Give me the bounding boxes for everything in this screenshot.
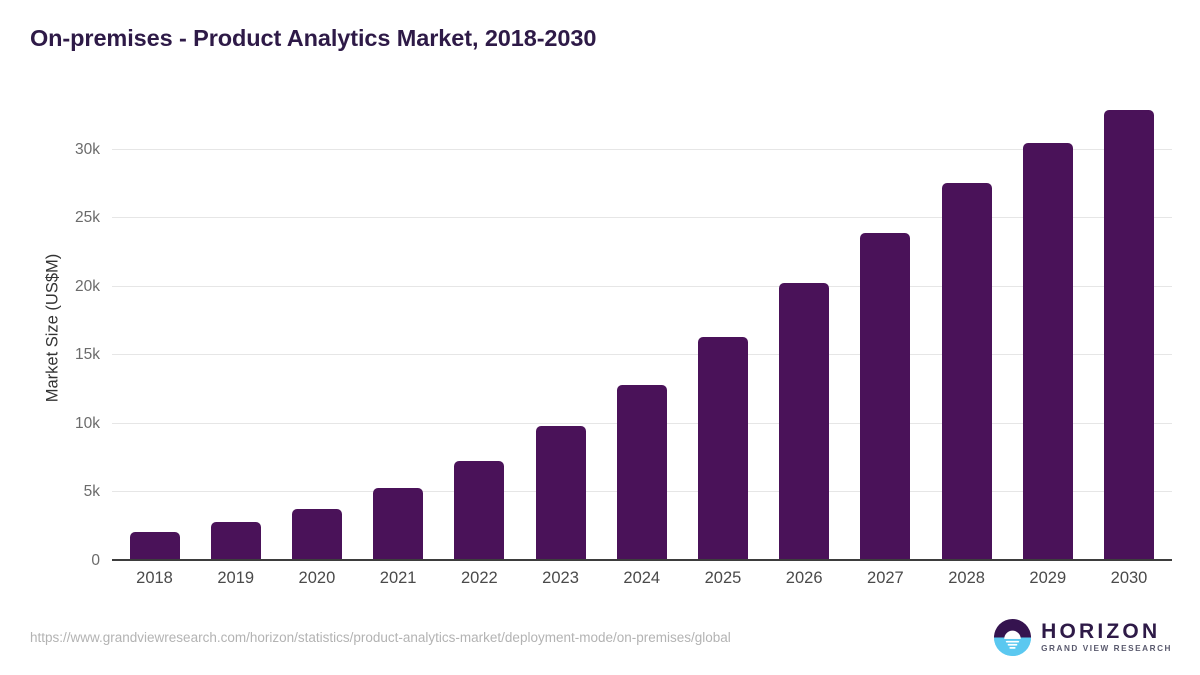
bar[interactable] <box>779 282 830 560</box>
x-axis-tick-label: 2025 <box>704 569 742 587</box>
x-axis-line <box>112 559 1172 561</box>
x-axis-tick-label: 2022 <box>460 569 498 587</box>
y-axis-tick-label: 10k <box>75 414 100 432</box>
gridline <box>112 148 1172 150</box>
horizon-logo: HORIZON GRAND VIEW RESEARCH <box>993 618 1172 657</box>
plot-area: 2018 2019 2020 2021 2022 2023 2024 2025 2026 2027… <box>112 95 1172 587</box>
bar[interactable] <box>941 183 992 560</box>
logo-text: HORIZON GRAND VIEW RESEARCH <box>1041 621 1172 653</box>
bar[interactable] <box>1022 142 1073 560</box>
logo-tagline: GRAND VIEW RESEARCH <box>1041 644 1172 654</box>
page-title: On-premises - Product Analytics Market, … <box>30 25 597 51</box>
y-axis-tick-label: 20k <box>75 277 100 295</box>
x-axis-tick-label: 2028 <box>948 569 985 587</box>
bar[interactable] <box>616 384 667 560</box>
gridline <box>112 285 1172 287</box>
y-axis-tick-label: 5k <box>83 483 100 501</box>
bar[interactable] <box>860 232 911 560</box>
x-axis-tick-label: 2030 <box>1110 569 1148 587</box>
y-axis-tick-label: 0 <box>91 552 100 569</box>
x-axis-tick-label: 2029 <box>1029 569 1067 587</box>
bar[interactable] <box>210 522 261 560</box>
logo-wordmark: HORIZON <box>1041 620 1161 644</box>
y-axis-tick-label: 30k <box>75 140 100 158</box>
plot-inner <box>112 95 1172 561</box>
y-axis-title-label: Market Size (US$M) <box>43 253 62 403</box>
x-axis-tick-label: 2024 <box>623 569 661 587</box>
source-url[interactable]: https://www.grandviewresearch.com/horizo… <box>30 630 731 645</box>
gridline <box>112 354 1172 356</box>
x-axis-tick-label: 2019 <box>217 569 255 587</box>
bar[interactable] <box>129 532 180 560</box>
x-axis-tick-label: 2018 <box>136 569 173 587</box>
bar[interactable] <box>291 508 342 560</box>
x-axis-tick-label: 2021 <box>379 569 417 587</box>
x-axis-tick-label: 2023 <box>542 569 579 587</box>
x-axis-tick-label: 2027 <box>867 569 904 587</box>
y-axis-tick-label: 25k <box>75 209 100 227</box>
x-axis-tick-label: 2026 <box>785 569 823 587</box>
bar[interactable] <box>454 460 505 560</box>
bar[interactable] <box>535 425 586 560</box>
bar[interactable] <box>373 488 424 560</box>
y-axis-tick-label: 15k <box>75 346 100 364</box>
x-axis-tick-label: 2020 <box>298 569 336 587</box>
gridline <box>112 217 1172 219</box>
bar[interactable] <box>697 336 748 560</box>
horizon-circle-icon <box>994 618 1032 657</box>
bar[interactable] <box>1104 109 1154 560</box>
